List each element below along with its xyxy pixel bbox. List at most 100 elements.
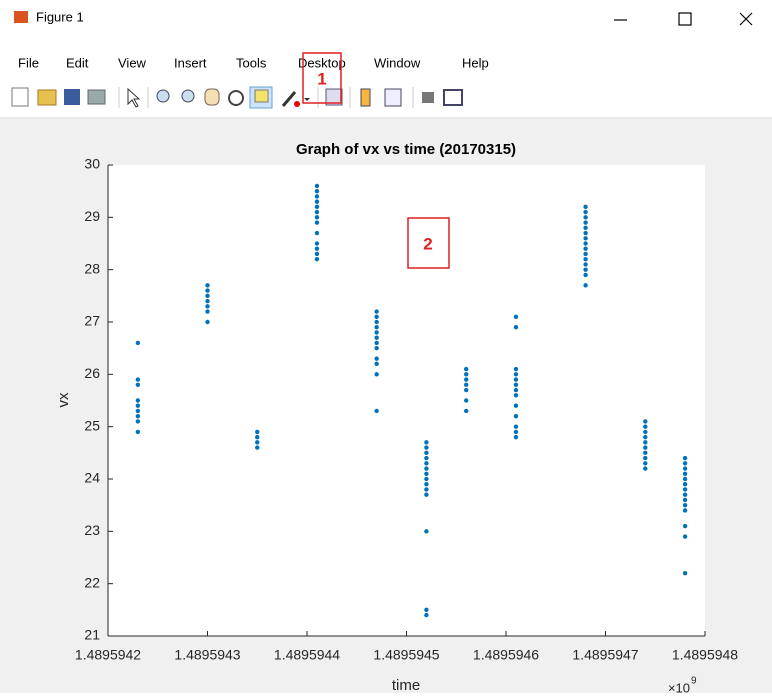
data-point <box>513 424 519 429</box>
data-point <box>583 267 588 272</box>
data-point <box>135 398 141 403</box>
menu-item[interactable]: Tools <box>236 55 267 70</box>
tool-colorbar[interactable] <box>360 88 371 107</box>
data-point <box>643 445 648 450</box>
tool-zoom-in[interactable] <box>156 89 170 103</box>
tool-new[interactable] <box>11 87 29 107</box>
data-point <box>424 471 429 476</box>
annotation-label: 1 <box>317 69 326 88</box>
data-point <box>424 607 429 613</box>
tool-brush-dot <box>294 101 300 107</box>
x-tick-label: 1.4895946 <box>473 647 539 663</box>
data-point <box>255 434 260 440</box>
data-point <box>464 372 469 377</box>
menu-item[interactable]: View <box>118 55 147 70</box>
tool-brush[interactable] <box>281 91 297 107</box>
data-point <box>583 204 588 210</box>
data-point <box>513 314 519 319</box>
data-point <box>583 236 588 241</box>
data-point <box>255 440 260 445</box>
data-point <box>643 466 648 471</box>
app-icon <box>14 11 28 23</box>
data-point <box>513 387 519 393</box>
data-point <box>464 408 469 414</box>
data-point <box>424 476 429 482</box>
window-title: Figure 1 <box>36 9 84 24</box>
data-point <box>643 461 648 466</box>
data-point <box>513 377 519 382</box>
maximize-button[interactable] <box>678 12 692 26</box>
data-point <box>135 403 141 408</box>
tool-zoom-out[interactable] <box>181 89 195 103</box>
data-point <box>374 361 379 367</box>
menu-item[interactable]: File <box>18 55 39 70</box>
data-point <box>682 482 688 487</box>
data-point <box>643 419 648 424</box>
menu-item[interactable]: Window <box>374 55 421 70</box>
data-point <box>583 283 588 288</box>
y-tick-label: 27 <box>84 313 100 329</box>
chart-title: Graph of vx vs time (20170315) <box>296 141 516 158</box>
data-point <box>513 414 519 419</box>
data-point <box>314 230 320 236</box>
x-tick-label: 1.4895947 <box>572 647 638 663</box>
data-point <box>374 408 379 414</box>
tool-pan[interactable] <box>204 88 220 106</box>
tool-rotate[interactable] <box>228 90 244 106</box>
data-point <box>314 188 320 194</box>
data-point <box>255 429 260 435</box>
annotation-box <box>407 217 450 269</box>
data-point <box>424 612 429 618</box>
data-point <box>583 225 588 230</box>
data-point <box>424 487 429 492</box>
menu-item[interactable]: Edit <box>66 55 89 70</box>
data-point <box>374 356 379 361</box>
data-point <box>643 450 648 456</box>
data-point <box>314 204 320 210</box>
data-point <box>374 372 379 377</box>
data-point <box>205 304 210 309</box>
tool-print[interactable] <box>87 89 106 105</box>
data-point <box>513 382 519 387</box>
tool-save[interactable] <box>64 89 80 105</box>
data-point <box>464 366 469 372</box>
data-point <box>643 455 648 461</box>
data-point <box>682 508 688 513</box>
data-point <box>314 241 320 246</box>
tool-brush-dropdown[interactable] <box>304 98 310 101</box>
data-point <box>205 298 210 304</box>
data-point <box>424 455 429 461</box>
data-point <box>135 377 141 382</box>
y-tick-label: 24 <box>84 470 100 486</box>
data-point <box>205 309 210 314</box>
menu-item[interactable]: Insert <box>174 55 207 70</box>
y-tick-label: 25 <box>84 417 100 433</box>
tool-legend[interactable] <box>384 88 402 107</box>
y-tick-label: 30 <box>84 156 100 172</box>
data-point <box>314 194 320 199</box>
data-point <box>424 461 429 466</box>
y-tick-label: 28 <box>84 260 100 276</box>
menu-item[interactable]: Desktop <box>298 55 346 70</box>
data-point <box>513 434 519 440</box>
tool-pointer[interactable] <box>127 87 141 108</box>
tool-link[interactable] <box>325 88 343 106</box>
toolbar <box>11 86 463 109</box>
data-point <box>374 345 379 351</box>
data-point <box>583 262 588 267</box>
data-point <box>135 419 141 424</box>
tool-open[interactable] <box>37 89 57 106</box>
tool-hide-plot[interactable] <box>422 92 434 103</box>
data-point <box>682 466 688 471</box>
tool-show-plot[interactable] <box>443 89 463 106</box>
y-tick-label: 29 <box>84 208 100 224</box>
data-point <box>643 434 648 440</box>
y-axis-label: vx <box>55 392 72 408</box>
data-point <box>374 309 379 314</box>
data-point <box>314 183 320 189</box>
data-point <box>682 502 688 508</box>
menu-item[interactable]: Help <box>462 55 489 70</box>
close-button[interactable] <box>739 12 753 26</box>
data-point <box>314 209 320 215</box>
